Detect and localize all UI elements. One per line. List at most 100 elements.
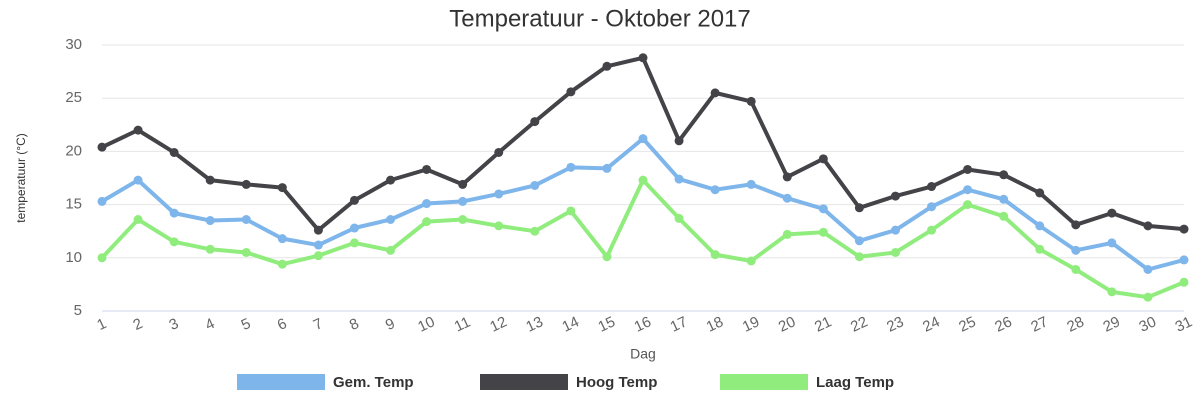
legend-swatch (237, 374, 325, 390)
chart-title: Temperatuur - Oktober 2017 (449, 5, 751, 32)
data-point (494, 147, 504, 157)
data-point (890, 247, 900, 257)
y-tick-label: 15 (65, 196, 82, 213)
data-point (386, 175, 396, 185)
data-point (277, 183, 287, 193)
data-point (854, 203, 864, 213)
data-point (1179, 255, 1189, 265)
data-point (205, 244, 215, 254)
data-point (818, 227, 828, 237)
data-point (890, 225, 900, 235)
legend-label: Laag Temp (816, 374, 894, 391)
x-tick-label: 3 (167, 315, 182, 334)
data-point (530, 117, 540, 127)
data-point (638, 175, 648, 185)
data-point (1035, 221, 1045, 231)
x-tick-label: 30 (1137, 313, 1159, 335)
data-point (313, 240, 323, 250)
data-point (746, 96, 756, 106)
data-point (458, 179, 468, 189)
data-point (854, 252, 864, 262)
data-point (241, 179, 251, 189)
data-point (494, 189, 504, 199)
data-point (349, 238, 359, 248)
series-line (100, 178, 1185, 300)
x-tick-label: 11 (452, 314, 473, 336)
data-point (638, 134, 648, 144)
data-point (422, 164, 432, 174)
x-tick-label: 15 (596, 313, 618, 335)
series-line (100, 136, 1185, 272)
data-point (1071, 220, 1081, 230)
x-tick-label: 2 (130, 315, 145, 334)
data-point (241, 247, 251, 257)
data-point (890, 191, 900, 201)
data-point (1071, 265, 1081, 275)
data-point (818, 154, 828, 164)
x-tick-label: 26 (992, 313, 1014, 335)
x-tick-label: 19 (740, 313, 762, 335)
legend-swatch (480, 374, 568, 390)
x-tick-label: 9 (383, 315, 398, 334)
data-point (1107, 208, 1117, 218)
data-point (999, 194, 1009, 204)
x-tick-label: 24 (920, 313, 942, 335)
y-tick-label: 5 (74, 302, 82, 319)
data-point (1035, 244, 1045, 254)
data-point (782, 229, 792, 239)
data-point (530, 226, 540, 236)
x-tick-label: 6 (275, 315, 290, 334)
data-point (999, 211, 1009, 221)
data-point (674, 136, 684, 146)
x-tick-label: 22 (848, 313, 870, 335)
data-point (710, 88, 720, 98)
y-tick-label: 20 (65, 142, 82, 159)
data-point (999, 170, 1009, 180)
x-tick-label: 12 (487, 313, 509, 335)
data-point (602, 61, 612, 71)
data-point (963, 185, 973, 195)
data-point (1107, 238, 1117, 248)
data-point (818, 204, 828, 214)
data-point (530, 180, 540, 190)
data-point (313, 225, 323, 235)
data-point (1107, 287, 1117, 297)
data-point (710, 185, 720, 195)
data-point (1143, 292, 1153, 302)
data-point (133, 214, 143, 224)
data-point (602, 163, 612, 173)
x-tick-label: 8 (347, 315, 362, 334)
x-tick-label: 1 (94, 315, 109, 334)
x-tick-label: 29 (1100, 313, 1122, 335)
legend-swatch (720, 374, 808, 390)
data-point (1035, 188, 1045, 198)
x-tick-label: 16 (632, 313, 654, 335)
data-point (349, 223, 359, 233)
x-tick-label: 7 (311, 315, 326, 334)
x-tick-label: 17 (668, 313, 690, 335)
data-point (386, 245, 396, 255)
y-tick-label: 30 (65, 36, 82, 53)
data-point (782, 193, 792, 203)
data-point (205, 175, 215, 185)
x-tick-label: 5 (239, 315, 254, 334)
data-point (169, 237, 179, 247)
data-point (386, 214, 396, 224)
x-tick-label: 14 (559, 313, 581, 335)
data-point (97, 253, 107, 263)
data-point (674, 213, 684, 223)
x-axis-label: Dag (630, 346, 656, 362)
data-point (927, 182, 937, 192)
x-tick-label: 25 (956, 313, 978, 335)
data-point (927, 225, 937, 235)
data-point (313, 251, 323, 261)
y-axis-label: temperatuur (°C) (14, 133, 28, 223)
x-tick-label: 27 (1028, 313, 1050, 335)
x-tick-label: 21 (812, 313, 834, 335)
data-point (963, 200, 973, 210)
x-tick-label: 10 (415, 313, 437, 335)
data-point (638, 53, 648, 63)
data-point (710, 250, 720, 260)
data-point (422, 217, 432, 227)
